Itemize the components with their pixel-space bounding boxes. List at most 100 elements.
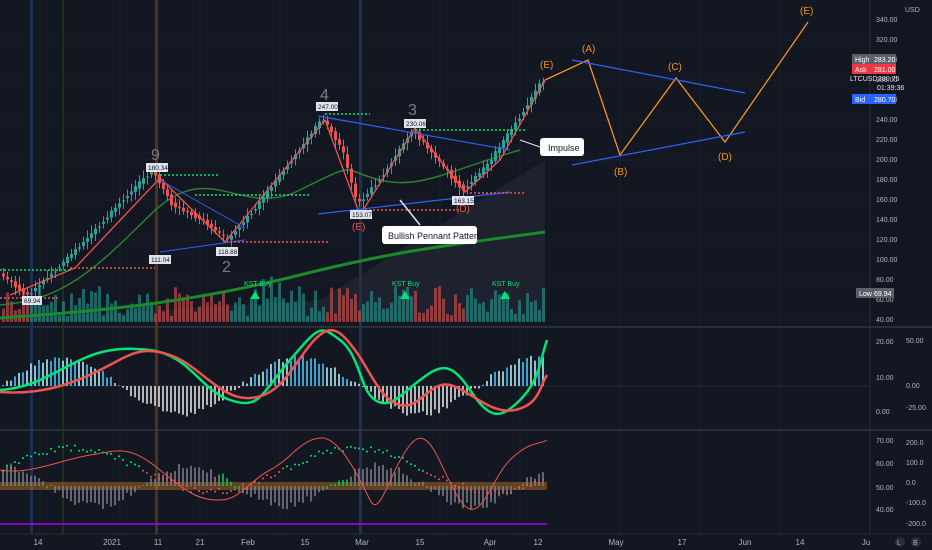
osc2-dot <box>42 452 44 455</box>
volume-bar <box>54 295 57 322</box>
osc2-dot <box>482 487 484 490</box>
wave-label-b: (B) <box>614 167 627 178</box>
candle-body <box>194 212 197 219</box>
osc2-hist-bar <box>130 486 132 496</box>
osc1-hist-bar <box>246 383 248 386</box>
osc2-dot <box>94 451 96 454</box>
osc2-dot <box>86 450 88 453</box>
svg-text:Ask: Ask <box>855 67 867 74</box>
osc2-hist-bar <box>82 486 84 502</box>
osc2-dot <box>278 470 280 473</box>
osc1-hist-bar <box>406 386 408 416</box>
osc2-hist-bar <box>334 483 336 486</box>
volume-bar <box>250 299 253 322</box>
currency-label: USD <box>905 7 920 14</box>
osc2-dot <box>426 472 428 475</box>
volume-bar <box>538 309 541 322</box>
auto-scale-button[interactable]: B <box>911 537 921 547</box>
osc1-hist-bar <box>530 355 532 386</box>
oscillator-pane-2[interactable] <box>0 482 547 525</box>
volume-bar <box>50 301 53 322</box>
candle-body <box>338 139 341 145</box>
volume-bar <box>350 298 353 322</box>
osc2-right-tick: 100.0 <box>906 460 924 467</box>
candle-body <box>334 131 337 140</box>
osc2-dot <box>230 489 232 492</box>
candle-body <box>186 210 189 213</box>
osc2-hist-bar <box>350 476 352 486</box>
osc2-hist-bar <box>138 486 140 488</box>
osc1-hist-bar <box>174 386 176 412</box>
volume-bar <box>490 299 493 322</box>
osc2-hist-bar <box>278 486 280 506</box>
osc2-dot <box>434 475 436 478</box>
forecast-channel-lower <box>571 131 746 166</box>
volume-bar <box>438 286 441 322</box>
volume-bar <box>174 287 177 322</box>
osc1-hist-bar <box>386 386 388 405</box>
osc2-dot <box>90 449 92 452</box>
volume-bar <box>170 315 173 322</box>
svg-text:Bid: Bid <box>855 97 865 104</box>
osc2-hist-bar <box>30 475 32 486</box>
osc2-hist-bar <box>358 468 360 486</box>
candle-body <box>286 165 289 170</box>
osc1-hist-bar <box>130 386 132 397</box>
log-scale-button[interactable]: L <box>895 537 905 547</box>
osc2-right-axis: 200.0 100.0 0.0 -100.0 -200.0 <box>906 440 926 528</box>
osc2-dot <box>82 448 84 451</box>
impulse-callout[interactable]: Impulse <box>519 138 584 156</box>
time-axis[interactable]: 14 2021 11 21 Feb 15 Mar 15 Apr 12 May 17 Jun 14 Ju <box>34 538 871 547</box>
osc1-hist-bar <box>362 386 364 387</box>
osc1-hist-bar <box>114 383 116 386</box>
osc2-hist-bar <box>102 486 104 510</box>
volume-bar <box>186 294 189 322</box>
svg-text:280.70: 280.70 <box>874 97 896 104</box>
osc2-dot <box>134 463 136 466</box>
price-label: 153.07 <box>350 210 372 219</box>
volume-bar <box>290 290 293 322</box>
osc2-dot <box>478 491 480 494</box>
trend-line <box>159 179 246 229</box>
candle-body <box>42 280 45 285</box>
candle-body <box>418 132 421 140</box>
volume-bar <box>246 315 249 322</box>
osc2-dot <box>154 473 156 476</box>
osc2-hist-bar <box>2 469 4 486</box>
osc1-hist-bar <box>350 381 352 386</box>
session-highlight <box>359 0 362 534</box>
osc1-hist-bar <box>438 386 440 414</box>
volume-bar <box>298 286 301 322</box>
osc2-hist-bar <box>446 486 448 503</box>
volume-bar <box>326 312 329 322</box>
svg-text:111.04: 111.04 <box>151 257 170 264</box>
osc2-hist-bar <box>398 467 400 486</box>
volume-bar <box>338 288 341 322</box>
osc1-hist-bar <box>22 372 24 386</box>
osc2-dot <box>66 444 68 447</box>
candle-body <box>202 219 205 221</box>
osc2-hist-bar <box>150 478 152 486</box>
candle-body <box>22 288 25 293</box>
price-label: 247.00 <box>316 102 338 111</box>
osc2-hist-bar <box>50 484 52 486</box>
osc2-dot <box>282 467 284 470</box>
volume-bar <box>434 287 437 322</box>
osc2-dot <box>474 491 476 494</box>
volume-bar <box>398 295 401 322</box>
pennant-callout[interactable]: Bullish Pennant Pattern <box>382 199 482 244</box>
osc2-dot <box>274 474 276 477</box>
osc1-hist-bar <box>126 386 128 391</box>
kst-buy-signal: KST Buy <box>392 281 420 299</box>
wave-label-a: (A) <box>582 44 595 55</box>
pennant-upper-line <box>317 115 511 151</box>
osc2-dot <box>374 450 376 453</box>
osc1-hist-bar <box>34 365 36 386</box>
osc2-dot <box>354 447 356 450</box>
osc2-hist-bar <box>406 475 408 486</box>
osc2-hist-bar <box>38 478 40 486</box>
osc2-hist-bar <box>266 486 268 500</box>
osc2-hist-bar <box>54 486 56 493</box>
osc1-hist-bar <box>294 355 296 386</box>
